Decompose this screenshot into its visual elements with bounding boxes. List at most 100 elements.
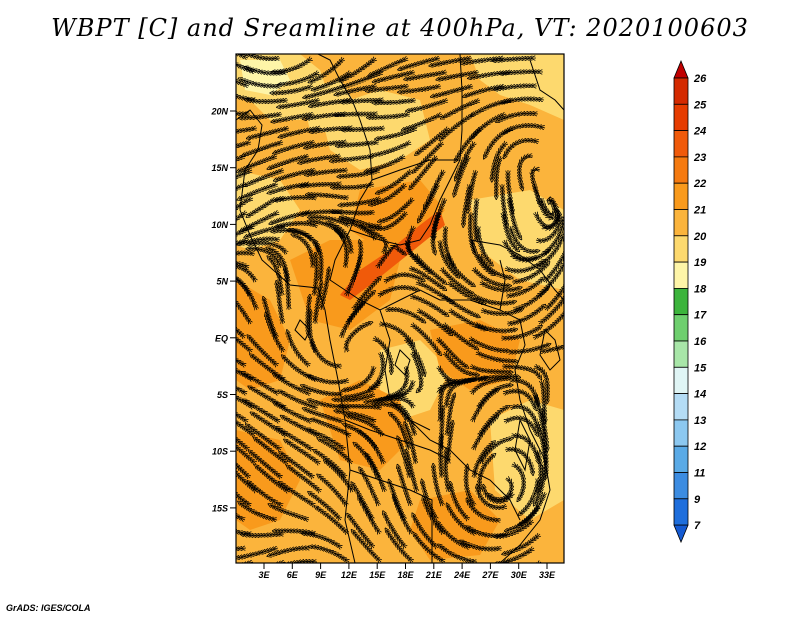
streamline xyxy=(377,128,417,139)
grads-credit: GrADS: IGES/COLA xyxy=(6,603,91,613)
streamline xyxy=(316,507,348,534)
colorbar-label: 9 xyxy=(694,494,701,506)
streamline xyxy=(378,287,418,296)
colorbar-swatch xyxy=(673,182,689,210)
colorbar-swatch xyxy=(673,130,689,158)
colorbar-label: 25 xyxy=(693,99,707,111)
streamline xyxy=(505,126,546,133)
streamline xyxy=(285,268,289,311)
colorbar-swatch xyxy=(673,156,689,184)
colorbar-swatch xyxy=(673,445,689,473)
lat-label: 5N xyxy=(216,277,228,287)
colorbar-label: 13 xyxy=(694,415,706,427)
streamline xyxy=(463,183,470,225)
streamline xyxy=(236,292,251,324)
streamline xyxy=(377,246,405,268)
colorbar-label: 18 xyxy=(694,283,707,295)
colorbar-label: 7 xyxy=(694,520,701,532)
colorbar: 26 25 24 23 22 21 20 19 18 17 16 15 14 13 12 11 9 7 xyxy=(673,59,707,544)
lon-axis: 3E 6E 9E 12E 15E 18E 21E 24E 27E 30E 33E xyxy=(258,563,556,580)
streamline xyxy=(270,505,309,520)
streamline xyxy=(386,530,413,562)
streamline xyxy=(504,140,540,157)
colorbar-label: 22 xyxy=(693,178,706,190)
streamline xyxy=(494,58,537,61)
lon-label: 18E xyxy=(397,570,414,580)
lon-label: 3E xyxy=(258,570,270,580)
lat-label: EQ xyxy=(215,333,228,343)
streamline xyxy=(340,198,381,205)
streamline xyxy=(533,312,564,338)
colorbar-swatch xyxy=(673,472,689,500)
lon-label: 30E xyxy=(511,570,528,580)
colorbar-label: 21 xyxy=(693,205,706,217)
lon-label: 27E xyxy=(481,570,499,580)
colorbar-label: 26 xyxy=(693,73,707,85)
lon-label: 21E xyxy=(425,570,443,580)
lat-axis: 20N 15N 10N 5N EQ 5S 10S 15S xyxy=(210,107,236,513)
streamline xyxy=(412,352,421,391)
colorbar-swatch xyxy=(673,419,689,447)
streamline xyxy=(353,531,381,562)
colorbar-swatch xyxy=(673,77,689,105)
streamline xyxy=(496,156,501,197)
colorbar-arrow-bottom xyxy=(673,524,689,544)
streamline xyxy=(332,184,375,188)
streamline xyxy=(433,212,439,253)
streamline xyxy=(501,72,544,74)
lat-label: 10N xyxy=(211,220,228,230)
colorbar-arrow-top xyxy=(673,59,689,79)
streamline xyxy=(384,275,423,282)
streamline xyxy=(454,156,469,195)
colorbar-swatch xyxy=(673,261,689,289)
lat-label: 15N xyxy=(211,163,228,173)
colorbar-swatch xyxy=(673,393,689,421)
map-frame xyxy=(235,53,565,564)
streamline xyxy=(312,341,343,366)
lon-label: 6E xyxy=(287,570,299,580)
colorbar-swatch xyxy=(673,314,689,342)
lon-label: 12E xyxy=(341,570,358,580)
colorbar-label: 20 xyxy=(693,231,707,243)
colorbar-label: 12 xyxy=(694,441,706,453)
colorbar-label: 15 xyxy=(694,362,707,374)
colorbar-label: 23 xyxy=(693,152,706,164)
colorbar-label: 17 xyxy=(694,310,707,322)
colorbar-label: 19 xyxy=(694,257,707,269)
colorbar-swatch xyxy=(673,209,689,237)
streamline xyxy=(474,296,515,303)
colorbar-label: 16 xyxy=(694,336,707,348)
streamlines xyxy=(236,54,564,563)
streamline xyxy=(476,352,517,361)
colorbar-swatch xyxy=(673,103,689,132)
lat-label: 10S xyxy=(212,447,228,457)
colorbar-swatch xyxy=(673,235,689,263)
lon-label: 24E xyxy=(453,570,471,580)
streamline xyxy=(539,344,564,352)
lat-label: 5S xyxy=(217,390,228,400)
colorbar-swatch xyxy=(673,340,689,368)
lon-label: 33E xyxy=(539,570,556,580)
colorbar-swatch xyxy=(673,498,689,526)
streamline xyxy=(339,170,381,177)
colorbar-label: 11 xyxy=(694,468,705,480)
streamline xyxy=(346,323,371,352)
streamline xyxy=(318,475,347,506)
colorbar-label: 14 xyxy=(694,389,706,401)
lon-label: 15E xyxy=(369,570,386,580)
streamline xyxy=(495,86,538,90)
streamline xyxy=(502,99,545,103)
streamline xyxy=(419,184,438,221)
lon-label: 9E xyxy=(315,570,327,580)
streamline xyxy=(341,303,364,338)
streamline xyxy=(446,450,449,493)
colorbar-label: 24 xyxy=(693,126,706,138)
colorbar-swatch xyxy=(673,287,689,316)
lat-label: 20N xyxy=(210,107,228,117)
colorbar-swatch xyxy=(673,366,689,394)
streamline xyxy=(373,338,392,373)
lat-label: 15S xyxy=(212,503,228,513)
streamline xyxy=(497,114,539,122)
streamline xyxy=(311,547,350,562)
